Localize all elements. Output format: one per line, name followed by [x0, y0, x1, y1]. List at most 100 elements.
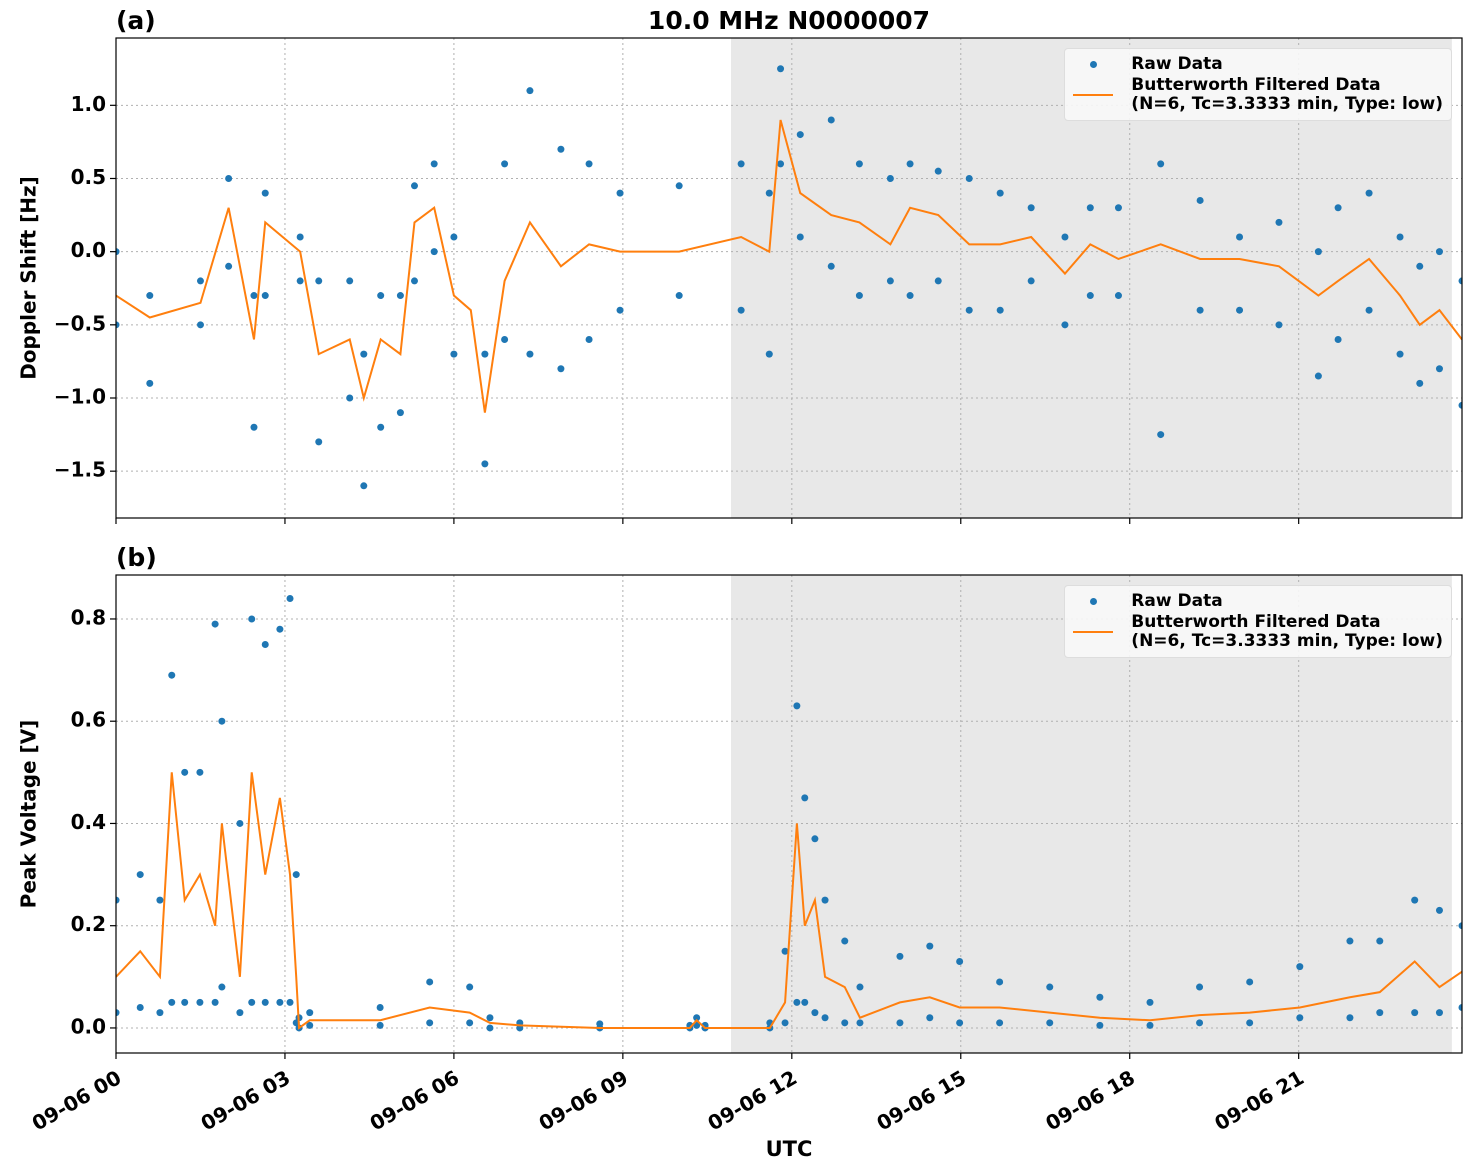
- y-tick-label: 0.4: [71, 810, 106, 834]
- raw-point: [376, 1004, 384, 1012]
- raw-point: [1246, 978, 1254, 986]
- raw-point: [450, 350, 458, 358]
- raw-point: [276, 625, 284, 633]
- raw-point: [196, 321, 204, 329]
- raw-point: [1146, 1021, 1154, 1029]
- legend-marker: [1090, 61, 1098, 68]
- raw-point: [168, 671, 176, 679]
- y-tick-label: 0.6: [71, 708, 106, 732]
- raw-point: [377, 423, 385, 431]
- raw-point: [796, 233, 804, 241]
- raw-point: [765, 350, 773, 358]
- raw-point: [116, 321, 120, 329]
- raw-point: [1411, 1009, 1419, 1017]
- raw-point: [250, 423, 258, 431]
- x-tick-label: 09-06 06: [366, 1065, 464, 1135]
- axes-frame: [115, 574, 1463, 1054]
- legend-entry: Raw Data: [1073, 592, 1443, 611]
- raw-point: [557, 365, 565, 373]
- panel-label: (b): [116, 543, 157, 572]
- raw-point: [396, 292, 404, 300]
- legend-label: Raw Data: [1131, 591, 1223, 611]
- legend-entry: Butterworth Filtered Data (N=6, Tc=3.333…: [1073, 76, 1443, 114]
- raw-point: [1314, 372, 1322, 380]
- raw-point: [906, 292, 914, 300]
- raw-point: [481, 350, 489, 358]
- raw-point: [1346, 937, 1354, 945]
- raw-point: [181, 998, 189, 1006]
- plot-area: [116, 595, 1462, 1032]
- raw-point: [1114, 292, 1122, 300]
- legend-symbol: [1073, 76, 1114, 96]
- raw-point: [1096, 1021, 1104, 1029]
- raw-point: [248, 615, 256, 623]
- raw-point: [1096, 993, 1104, 1001]
- raw-point: [926, 1014, 934, 1022]
- raw-point: [481, 460, 489, 468]
- plot-area: [116, 65, 1462, 490]
- raw-point: [196, 768, 204, 776]
- raw-point: [1416, 262, 1424, 270]
- raw-point: [855, 292, 863, 300]
- raw-point: [793, 702, 801, 710]
- legend-symbol: [1073, 55, 1113, 74]
- raw-point: [856, 983, 864, 991]
- legend-line: [1073, 631, 1114, 633]
- raw-point: [693, 1014, 701, 1022]
- raw-point: [225, 262, 233, 270]
- raw-point: [466, 983, 474, 991]
- raw-point: [296, 277, 304, 285]
- raw-point: [146, 379, 154, 387]
- raw-point: [1246, 1019, 1254, 1027]
- raw-point: [486, 1024, 494, 1032]
- raw-point: [377, 292, 385, 300]
- raw-point: [315, 277, 323, 285]
- raw-point: [156, 1009, 164, 1017]
- raw-point: [856, 1019, 864, 1027]
- legend-entry: Butterworth Filtered Data (N=6, Tc=3.333…: [1073, 613, 1443, 651]
- raw-point: [896, 1019, 904, 1027]
- y-axis-label: Peak Voltage [V]: [17, 720, 41, 909]
- raw-point: [526, 350, 534, 358]
- raw-point: [926, 942, 934, 950]
- axes-frame: [115, 37, 1463, 519]
- chart-title: 10.0 MHz N0000007: [648, 6, 930, 35]
- raw-point: [965, 174, 973, 182]
- raw-point: [996, 1019, 1004, 1027]
- raw-point: [1458, 1004, 1462, 1011]
- raw-point: [1114, 204, 1122, 212]
- y-tick-label: −0.5: [54, 311, 106, 335]
- legend-label: Raw Data: [1131, 54, 1223, 74]
- raw-point: [211, 998, 219, 1006]
- raw-point: [585, 335, 593, 343]
- raw-point: [426, 1019, 434, 1027]
- raw-point: [466, 1019, 474, 1027]
- raw-point: [116, 896, 120, 904]
- raw-point: [996, 306, 1004, 314]
- raw-point: [426, 978, 434, 986]
- raw-point: [811, 1009, 819, 1017]
- filtered-line: [116, 772, 1462, 1030]
- y-tick-label: 0.5: [71, 165, 106, 189]
- raw-point: [430, 160, 438, 168]
- raw-point: [1275, 218, 1283, 226]
- raw-point: [886, 174, 894, 182]
- raw-point: [236, 819, 244, 827]
- x-tick-label: 09-06 18: [1041, 1065, 1139, 1135]
- raw-point: [136, 871, 144, 879]
- raw-point: [430, 248, 438, 256]
- raw-point: [1296, 1014, 1304, 1022]
- raw-point: [1296, 963, 1304, 971]
- raw-point: [410, 182, 418, 190]
- raw-point: [306, 1021, 314, 1029]
- y-tick-label: 0.0: [71, 1014, 106, 1038]
- raw-point: [1365, 306, 1373, 314]
- raw-point: [196, 998, 204, 1006]
- raw-point: [292, 871, 300, 879]
- raw-point: [1146, 998, 1154, 1006]
- y-axis-label: Doppler Shift [Hz]: [17, 176, 41, 380]
- raw-point: [737, 306, 745, 314]
- raw-point: [1046, 983, 1054, 991]
- legend-label: Butterworth Filtered Data (N=6, Tc=3.333…: [1131, 75, 1443, 114]
- raw-point: [250, 292, 258, 300]
